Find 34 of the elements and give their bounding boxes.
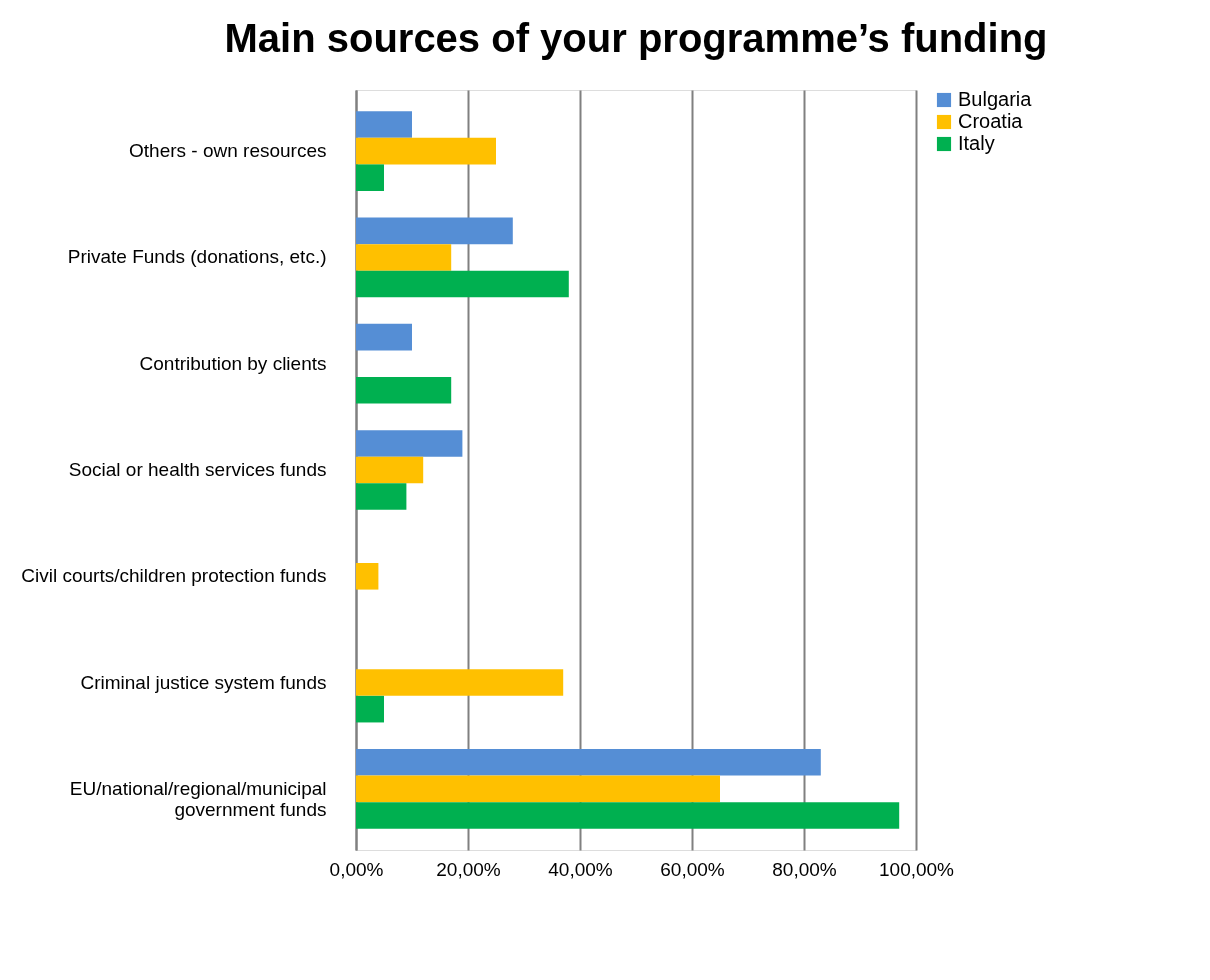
bar (356, 775, 720, 803)
y-tick-label: Civil courts/children protection funds (21, 565, 327, 587)
bar (356, 563, 379, 590)
y-tick-label: Private Funds (donations, etc.) (67, 246, 327, 268)
x-tick-label: 100,00% (878, 858, 955, 880)
x-tick-label: 80,00% (772, 858, 837, 880)
x-tick-label: 20,00% (436, 858, 501, 880)
bar (356, 164, 384, 191)
bar (356, 430, 463, 457)
bar (356, 456, 424, 484)
bar (356, 244, 452, 271)
y-tick-label: Others - own resources (129, 140, 327, 162)
x-tick-label: 60,00% (660, 858, 725, 880)
bar (356, 376, 452, 404)
y-tick-label: Contribution by clients (139, 352, 327, 374)
bar (356, 669, 564, 696)
legend-label: Bulgaria (958, 88, 1033, 110)
bar (356, 695, 384, 723)
x-tick-label: 40,00% (548, 858, 613, 880)
bar (356, 217, 513, 245)
chart-title: Main sources of your programme’s funding (224, 16, 1048, 60)
bar (356, 323, 412, 351)
y-tick-label: Criminal justice system funds (80, 671, 327, 693)
bar (356, 749, 821, 776)
bar (356, 111, 412, 138)
legend-label: Italy (958, 132, 995, 154)
y-tick-label: EU/national/regional/municipal government funds (69, 777, 327, 820)
bar (356, 137, 496, 165)
legend-label: Croatia (958, 110, 1024, 132)
bar (356, 802, 900, 829)
x-tick-label: 0,00% (329, 858, 384, 880)
bar (356, 483, 407, 510)
bar (356, 270, 569, 298)
y-tick-label: Social or health services funds (68, 459, 327, 480)
